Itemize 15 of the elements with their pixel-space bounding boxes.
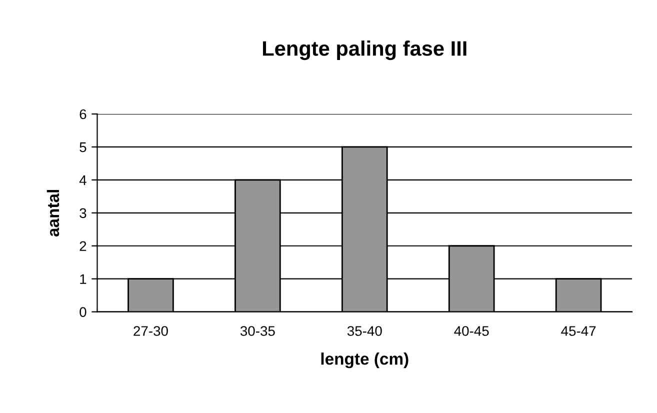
y-axis-title: aantal [46, 190, 60, 236]
x-tick-label: 27-30 [134, 326, 168, 336]
y-tick-label: 6 [80, 109, 86, 120]
y-tick-label: 4 [79, 175, 86, 185]
x-tick-label: 40-45 [454, 326, 489, 336]
y-tick-label: 1 [80, 274, 86, 284]
x-axis-title: lengte (cm) [321, 352, 408, 368]
x-tick-label: 30-35 [240, 326, 275, 336]
x-tick-label: 45-47 [561, 326, 596, 336]
y-tick-label: 2 [80, 241, 86, 251]
x-tick-label: 35-40 [347, 326, 382, 336]
y-tick-label: 0 [80, 307, 86, 317]
y-tick-label: 5 [80, 142, 86, 152]
chart-title: Lengte paling fase III [263, 40, 466, 60]
y-tick-label: 3 [80, 208, 86, 218]
